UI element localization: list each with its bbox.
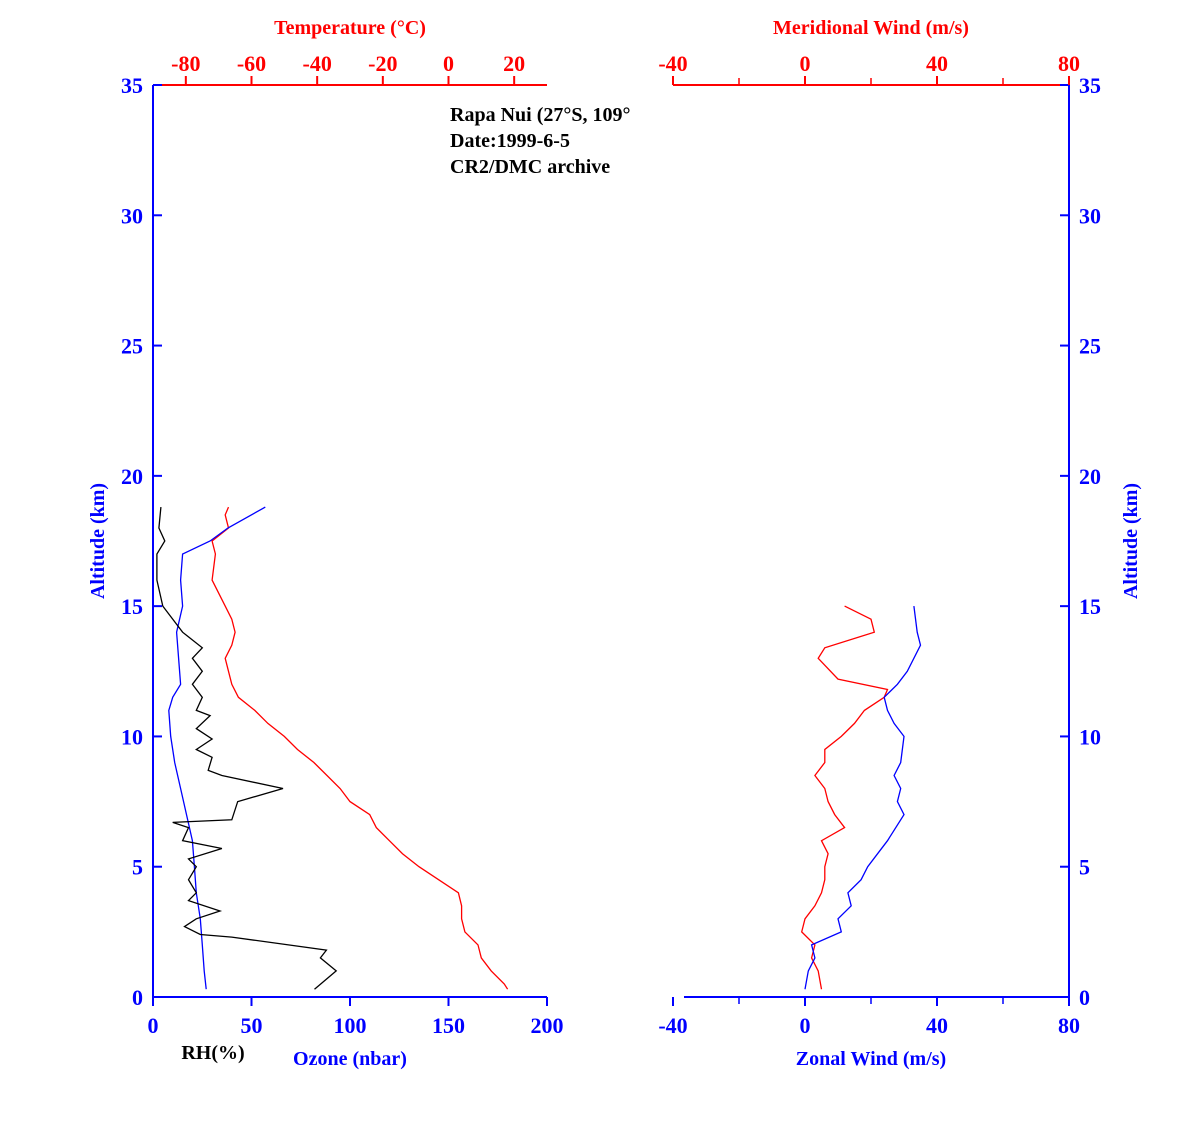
- altitude-tick-label: 25: [121, 334, 143, 359]
- temperature-axis-label: Temperature (°C): [274, 17, 426, 39]
- meridional-wind-axis-tick-label: -40: [658, 51, 687, 76]
- ozone-axis-tick-label: 100: [334, 1013, 367, 1038]
- altitude-tick-label: 0: [132, 985, 143, 1010]
- meridional-wind-axis-tick-label: 0: [800, 51, 811, 76]
- altitude-tick-label: 35: [1079, 73, 1101, 98]
- meridional-wind-axis-tick-label: 40: [926, 51, 948, 76]
- altitude-tick-label: 10: [121, 724, 143, 749]
- meridional-wind-axis-ticks: -40 0 40 80: [658, 51, 1080, 85]
- station-annotation: Rapa Nui (27°S, 109°: [450, 104, 630, 126]
- altitude-tick-label: 20: [121, 464, 143, 489]
- ozone-profile-line: [168, 506, 266, 990]
- zonal-wind-axis-tick-label: 0: [800, 1013, 811, 1038]
- meridional-wind-axis-label: Meridional Wind (m/s): [773, 17, 969, 39]
- altitude-tick-label: 10: [1079, 724, 1101, 749]
- rh-profile-line: [156, 507, 338, 990]
- ozone-axis-tick-label: 200: [531, 1013, 564, 1038]
- altitude-tick-label: 5: [132, 855, 143, 880]
- temperature-axis-tick-label: 0: [443, 51, 454, 76]
- meridional-wind-profile-line: [800, 605, 889, 990]
- altitude-tick-label: 35: [121, 73, 143, 98]
- archive-annotation: CR2/DMC archive: [450, 156, 610, 178]
- temperature-axis-tick-label: 20: [503, 51, 525, 76]
- left-altitude-ticks: 0 5 10 15 20 25 30 35: [121, 73, 162, 1010]
- date-annotation: Date:1999-6-5: [450, 130, 570, 152]
- temperature-axis-tick-label: -40: [303, 51, 332, 76]
- zonal-wind-axis-ticks: -40 0 40 80: [658, 997, 1080, 1038]
- ozone-axis-tick-label: 50: [241, 1013, 263, 1038]
- altitude-tick-label: 20: [1079, 464, 1101, 489]
- ozone-axis-tick-label: 0: [148, 1013, 159, 1038]
- zonal-wind-axis-tick-label: 40: [926, 1013, 948, 1038]
- right-panel: 0 5 10 15 20 25 30 35 -40 0 40 80 -40 0 40 80 Meridio…: [658, 17, 1142, 1070]
- altitude-tick-label: 30: [1079, 203, 1101, 228]
- right-altitude-ticks: 0 5 10 15 20 25 30 35: [1060, 73, 1101, 1010]
- zonal-wind-profile-line: [804, 606, 922, 990]
- altitude-tick-label: 15: [121, 594, 143, 619]
- temperature-profile-line: [211, 506, 509, 990]
- temperature-axis-tick-label: -60: [237, 51, 266, 76]
- altitude-tick-label: 25: [1079, 334, 1101, 359]
- zonal-wind-axis-tick-label: 80: [1058, 1013, 1080, 1038]
- altitude-tick-label: 15: [1079, 594, 1101, 619]
- meridional-wind-axis-tick-label: 80: [1058, 51, 1080, 76]
- altitude-tick-label: 5: [1079, 855, 1090, 880]
- zonal-wind-axis-tick-label: -40: [658, 1013, 687, 1038]
- ozone-axis-tick-label: 150: [432, 1013, 465, 1038]
- zonal-wind-axis-label: Zonal Wind (m/s): [796, 1048, 946, 1070]
- temperature-axis-tick-label: -80: [171, 51, 200, 76]
- ozone-axis-ticks: 0 50 100 150 200: [148, 997, 564, 1038]
- right-altitude-axis-label: Altitude (km): [1120, 483, 1142, 599]
- temperature-axis-tick-label: -20: [368, 51, 397, 76]
- altitude-tick-label: 30: [121, 203, 143, 228]
- left-altitude-axis-label: Altitude (km): [87, 483, 109, 599]
- rh-axis-label: RH(%): [181, 1042, 244, 1064]
- altitude-tick-label: 0: [1079, 985, 1090, 1010]
- ozone-axis-label: Ozone (nbar): [293, 1048, 407, 1070]
- temperature-axis-ticks: -80 -60 -40 -20 0 20: [171, 51, 525, 85]
